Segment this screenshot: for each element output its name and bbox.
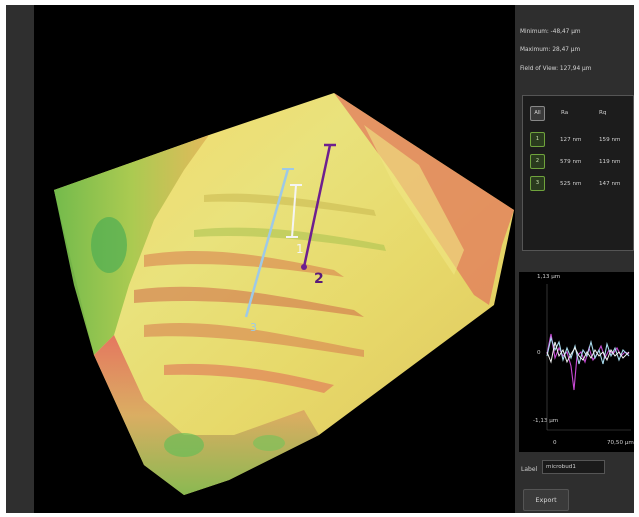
row-2-ra: 579 nm	[560, 159, 582, 165]
profile-trace-2	[546, 335, 630, 365]
surface-left-slope	[54, 135, 209, 355]
field-of-view-stat: Field of View: 127,94 µm	[520, 66, 592, 72]
profile-line-2-label: 2	[314, 271, 324, 287]
ra-column-header: Ra	[561, 110, 569, 116]
profile-y-min-label: -1,13 µm	[533, 418, 559, 424]
profile-line-1-label: 1	[296, 242, 304, 256]
maximum-stat: Maximum: 28,47 µm	[520, 47, 581, 53]
export-button[interactable]: Export	[523, 489, 569, 511]
right-panel: Minimum: -48,47 µm Maximum: 28,47 µm Fie…	[515, 5, 634, 513]
profile-x-max-label: 70,50 µm	[607, 440, 634, 446]
row-1-select-button[interactable]: 1	[530, 132, 545, 147]
label-field-label: Label	[521, 466, 538, 473]
profile-line-2[interactable]: 2	[301, 143, 336, 287]
label-input[interactable]	[542, 460, 605, 474]
select-all-button[interactable]: All	[530, 106, 545, 121]
surface-green-patches	[91, 217, 285, 457]
left-toolbar	[6, 5, 34, 513]
profile-plot[interactable]: 1,13 µm 0 -1,13 µm 0 70,50 µm	[519, 272, 634, 452]
profile-traces	[546, 284, 631, 431]
surface-ridge	[364, 125, 464, 275]
surface-3d-viewport[interactable]: 1 2 3	[34, 5, 515, 513]
app-window: 1 2 3 Minimum: -48,47 µm Maximum: 28,47 …	[6, 5, 634, 513]
profile-y-zero-label: 0	[537, 350, 541, 356]
row-3-ra: 525 nm	[560, 181, 582, 187]
profile-x-min-label: 0	[553, 440, 557, 446]
surface-render: 1 2 3	[54, 93, 514, 495]
row-3-rq: 147 nm	[599, 181, 621, 187]
rq-column-header: Rq	[599, 110, 607, 116]
profile-y-max-label: 1,13 µm	[537, 274, 561, 280]
profile-line-3[interactable]: 3	[244, 168, 294, 334]
profile-line-3-label: 3	[250, 321, 257, 334]
profile-line-1[interactable]: 1	[286, 184, 304, 256]
row-3-select-button[interactable]: 3	[530, 176, 545, 191]
roughness-table: All Ra Rq 1 127 nm 159 nm 2 579 nm 119 n…	[522, 95, 634, 251]
surface-front-edge	[94, 335, 319, 495]
minimum-stat: Minimum: -48,47 µm	[520, 29, 581, 35]
row-2-rq: 119 nm	[599, 159, 621, 165]
row-2-select-button[interactable]: 2	[530, 154, 545, 169]
row-1-ra: 127 nm	[560, 137, 582, 143]
row-1-rq: 159 nm	[599, 137, 621, 143]
profile-trace-3	[546, 341, 630, 364]
